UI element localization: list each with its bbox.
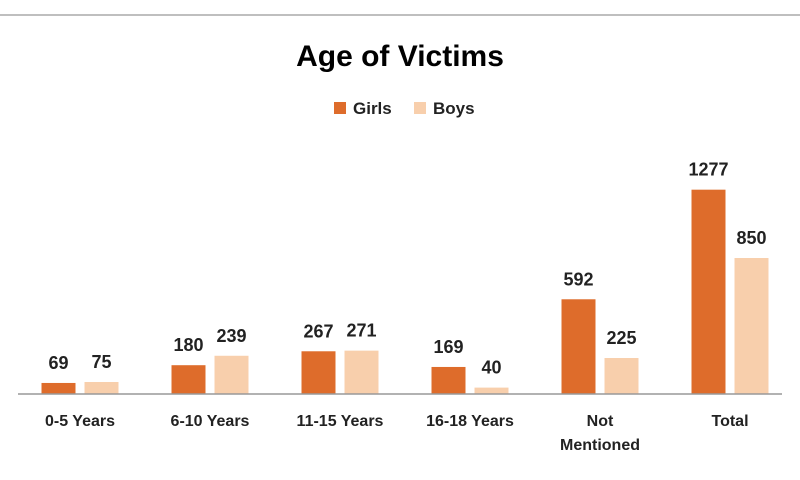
- bar-boys-total: [734, 258, 769, 394]
- data-label-boys-total: 850: [736, 228, 766, 248]
- bar-girls-11-15-years: [301, 351, 336, 394]
- bar-girls-total: [691, 189, 726, 394]
- x-tick-label-0-5-years: 0-5 Years: [45, 413, 115, 430]
- bar-girls-not-mentioned: [561, 299, 596, 394]
- data-label-boys-11-15-years: 271: [346, 321, 376, 341]
- x-tick-label-11-15-years: 11-15 Years: [297, 413, 384, 430]
- category-labels: 0-5 Years 6-10 Years 11-15 Years 16-18 Year…: [45, 413, 749, 454]
- legend: Girls Boys: [334, 99, 475, 118]
- x-tick-label-16-18-years: 16-18 Years: [426, 413, 514, 430]
- data-label-girls-total: 1277: [688, 160, 728, 180]
- data-label-girls-6-10-years: 180: [173, 335, 203, 355]
- x-tick-label-not-mentioned: Not Mentioned: [560, 413, 640, 454]
- x-tick-label-total: Total: [711, 413, 748, 430]
- data-label-boys-6-10-years: 239: [216, 326, 246, 346]
- data-label-girls-11-15-years: 267: [303, 321, 333, 341]
- bar-boys-16-18-years: [474, 387, 509, 394]
- chart-title: Age of Victims: [296, 40, 504, 73]
- bar-girls-16-18-years: [431, 366, 466, 394]
- data-label-girls-16-18-years: 169: [433, 337, 463, 357]
- data-label-boys-0-5-years: 75: [91, 352, 111, 372]
- bar-boys-11-15-years: [344, 350, 379, 394]
- x-tick-label-6-10-years: 6-10 Years: [171, 413, 250, 430]
- data-label-girls-0-5-years: 69: [48, 353, 68, 373]
- bar-girls-6-10-years: [171, 365, 206, 394]
- bar-boys-0-5-years: [84, 382, 119, 394]
- data-label-girls-not-mentioned: 592: [563, 269, 593, 289]
- bar-boys-6-10-years: [214, 355, 249, 394]
- legend-label-girls: Girls: [353, 99, 392, 118]
- top-divider: [0, 14, 800, 16]
- data-label-boys-16-18-years: 40: [481, 358, 501, 378]
- legend-label-boys: Boys: [433, 99, 475, 118]
- bar-boys-not-mentioned: [604, 358, 639, 394]
- bar-girls-0-5-years: [41, 382, 76, 394]
- legend-swatch-boys: [414, 102, 426, 114]
- data-label-boys-not-mentioned: 225: [606, 328, 636, 348]
- legend-swatch-girls: [334, 102, 346, 114]
- plot-area: 69 75 180 239 267 271 169 40 592 225 1277 850: [41, 160, 769, 394]
